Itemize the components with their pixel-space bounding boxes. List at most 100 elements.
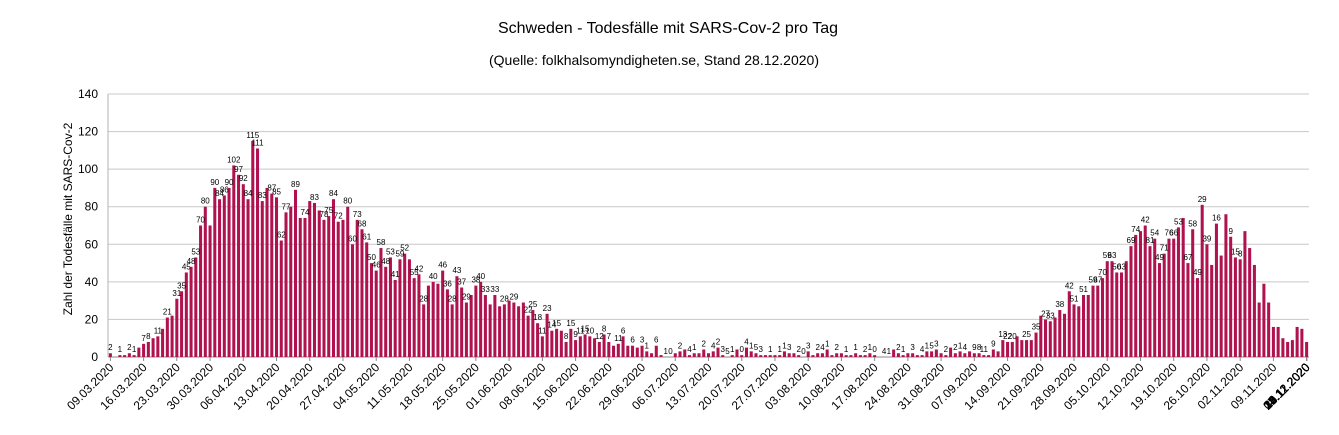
bar (1281, 338, 1285, 357)
data-label: 1 (868, 343, 873, 352)
bar (474, 285, 478, 357)
bar (398, 259, 402, 357)
bar (1276, 326, 1280, 357)
data-label: 70 (1098, 268, 1107, 277)
data-label: 7 (607, 332, 612, 341)
data-label: 4 (820, 343, 825, 352)
bar (944, 355, 948, 357)
data-label: 15 (1231, 247, 1240, 256)
data-label: 22 (524, 306, 533, 315)
bar (915, 355, 919, 357)
data-label: 6 (621, 326, 626, 335)
bar (920, 355, 924, 357)
data-label: 0 (872, 345, 877, 354)
data-label: 43 (452, 266, 461, 275)
data-label: 27 (1041, 309, 1050, 318)
data-label: 39 (1202, 234, 1211, 243)
bar (1025, 340, 1029, 357)
bar (118, 355, 122, 357)
data-label: 11 (538, 326, 547, 335)
data-label: 2 (702, 339, 707, 348)
data-label: 2 (678, 341, 683, 350)
data-label: 4 (963, 343, 968, 352)
bar (127, 353, 131, 357)
data-label: 92 (239, 174, 248, 183)
data-label: 2 (796, 345, 801, 354)
data-label: 90 (210, 178, 219, 187)
bar (811, 355, 815, 357)
bar (279, 240, 283, 357)
data-label: 77 (282, 202, 291, 211)
bar (1029, 340, 1033, 357)
bar (868, 353, 872, 357)
data-label: 58 (1188, 219, 1197, 228)
data-label: 9 (1228, 227, 1233, 236)
data-label: 50 (367, 253, 376, 262)
data-label: 2 (863, 345, 868, 354)
data-label: 90 (225, 178, 234, 187)
y-tick-label: 100 (78, 162, 98, 176)
bar (222, 195, 226, 357)
bar (346, 206, 350, 357)
y-tick-label: 20 (85, 312, 99, 326)
bar (450, 304, 454, 357)
data-label: 73 (353, 210, 362, 219)
bar (479, 281, 483, 357)
bar (892, 349, 896, 357)
bar (1233, 257, 1237, 357)
data-label: 8 (977, 343, 982, 352)
data-label: 1 (132, 345, 137, 354)
data-label: 7 (141, 334, 146, 343)
bar (559, 330, 563, 357)
data-labels: 2 1 2 17 81121313545485370809084869010297928… (108, 131, 1243, 356)
bar (958, 351, 962, 357)
data-label: 6 (654, 336, 659, 345)
data-label: 3 (758, 345, 763, 354)
bar (873, 355, 877, 357)
bar (146, 341, 150, 357)
data-label: 11 (154, 326, 163, 335)
data-label: 0 (740, 345, 745, 354)
data-label: 4 (687, 345, 692, 354)
bar (1134, 234, 1138, 357)
bar (564, 341, 568, 357)
bar (1086, 295, 1090, 357)
bar (1010, 341, 1014, 357)
bar (417, 274, 421, 357)
bar (388, 257, 392, 357)
bar (1148, 246, 1152, 357)
bar (422, 304, 426, 357)
data-label: 8 (1238, 249, 1243, 258)
bar (555, 328, 559, 357)
bar (1262, 283, 1266, 357)
data-label: 18 (533, 313, 542, 322)
bar (1091, 285, 1095, 357)
bar (578, 336, 582, 357)
bar (298, 217, 302, 357)
data-label: 11 (614, 334, 623, 343)
bar (830, 355, 834, 357)
bar (1210, 264, 1214, 357)
bar (906, 353, 910, 357)
bar (782, 351, 786, 357)
bar (374, 270, 378, 357)
data-label: 1 (768, 345, 773, 354)
bar (441, 270, 445, 357)
bar (317, 210, 321, 357)
bar (265, 187, 269, 357)
bar (403, 253, 407, 357)
bar (199, 225, 203, 357)
data-label: 89 (291, 180, 300, 189)
data-label: 84 (329, 189, 338, 198)
bar (289, 206, 293, 357)
bar (1015, 336, 1019, 357)
bar (365, 242, 369, 357)
bar (1063, 313, 1067, 357)
bar (1006, 341, 1010, 357)
bar (1205, 244, 1209, 357)
bar (208, 225, 212, 357)
data-label: 15 (581, 324, 590, 333)
bar (683, 349, 687, 357)
bar (759, 355, 763, 357)
data-label: 2 (896, 343, 901, 352)
